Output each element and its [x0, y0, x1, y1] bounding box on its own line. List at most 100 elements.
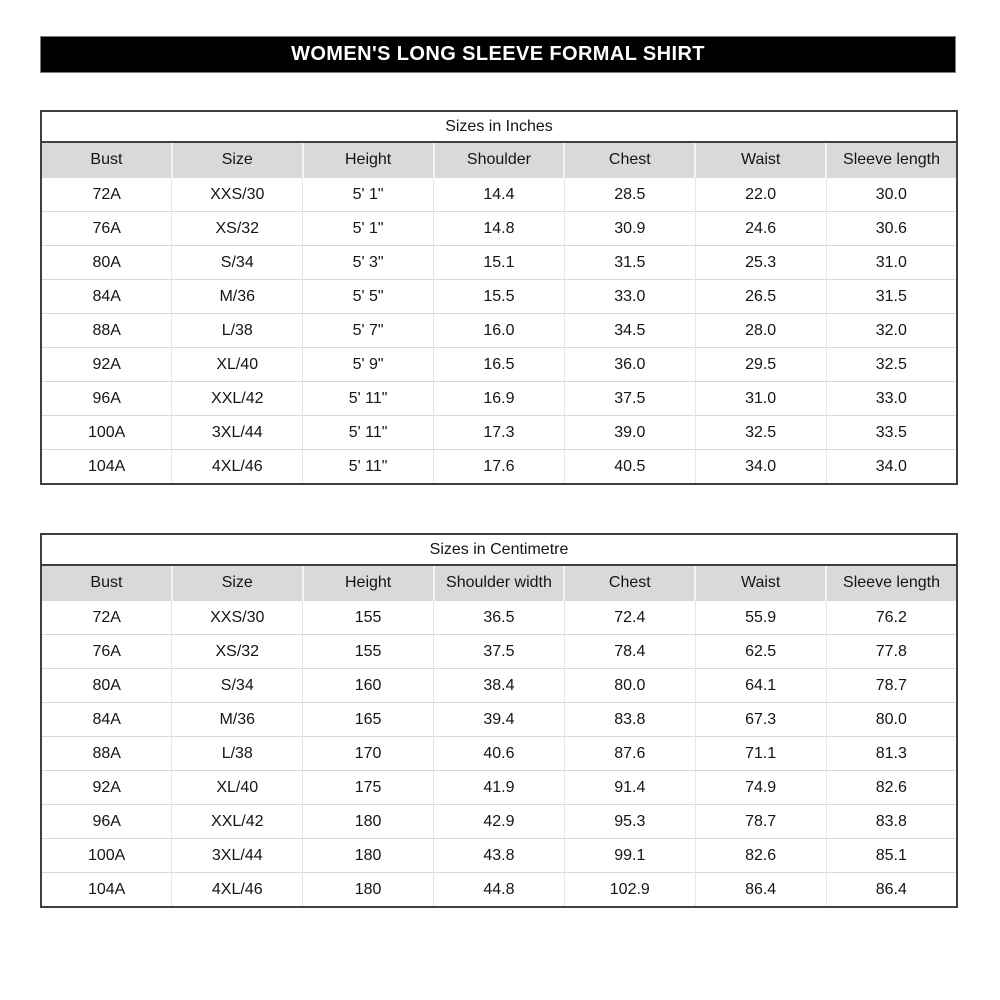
table-row: 100A 3XL/44 5' 11" 17.3 39.0 32.5 33.5	[41, 415, 957, 450]
column-header-bust: Bust	[41, 142, 172, 178]
table-cell: 80A	[41, 668, 172, 703]
table-row: 76A XS/32 155 37.5 78.4 62.5 77.8	[41, 634, 957, 669]
table-row: 76A XS/32 5' 1" 14.8 30.9 24.6 30.6	[41, 211, 957, 246]
table-cell: 5' 1"	[302, 177, 434, 212]
table-cell: 17.6	[433, 449, 565, 484]
table-cell: 80A	[41, 245, 172, 280]
table-cell: 180	[302, 872, 434, 907]
table-row: 84A M/36 165 39.4 83.8 67.3 80.0	[41, 702, 957, 737]
table-cell: 3XL/44	[171, 838, 303, 873]
table-cell: 82.6	[825, 770, 957, 805]
table-cell: 5' 11"	[302, 381, 434, 416]
table-cell: M/36	[171, 702, 303, 737]
table-row: 84A M/36 5' 5" 15.5 33.0 26.5 31.5	[41, 279, 957, 314]
column-header-height: Height	[301, 142, 434, 178]
table-cell: L/38	[171, 736, 303, 771]
column-header-sleeve-length: Sleeve length	[825, 565, 957, 601]
table-row: 96A XXL/42 180 42.9 95.3 78.7 83.8	[41, 804, 957, 839]
table-cell: 15.5	[433, 279, 565, 314]
table-cell: 40.6	[433, 736, 565, 771]
table-title: Sizes in Centimetre	[41, 534, 957, 566]
table-row: 88A L/38 170 40.6 87.6 71.1 81.3	[41, 736, 957, 771]
column-header-chest: Chest	[563, 142, 696, 178]
product-title-banner: WOMEN'S LONG SLEEVE FORMAL SHIRT	[40, 36, 956, 73]
size-table-inches: Sizes in Inches Bust Size Height Shoulder Che…	[40, 110, 958, 485]
table-cell: 5' 7"	[302, 313, 434, 348]
table-cell: 42.9	[433, 804, 565, 839]
table-cell: 78.7	[694, 804, 827, 839]
table-title-row: Sizes in Inches	[41, 111, 957, 143]
table-cell: 80.0	[825, 702, 957, 737]
table-cell: 4XL/46	[171, 449, 303, 484]
table-cell: 4XL/46	[171, 872, 303, 907]
table-cell: 155	[302, 600, 434, 635]
table-cell: 44.8	[433, 872, 565, 907]
table-cell: XXS/30	[171, 600, 303, 635]
table-cell: 14.4	[433, 177, 565, 212]
table-cell: 3XL/44	[171, 415, 303, 450]
table-cell: 25.3	[694, 245, 827, 280]
table-cell: 16.5	[433, 347, 565, 382]
table-cell: 36.5	[433, 600, 565, 635]
table-cell: 95.3	[563, 804, 696, 839]
table-cell: 5' 1"	[302, 211, 434, 246]
table-row: 92A XL/40 5' 9" 16.5 36.0 29.5 32.5	[41, 347, 957, 382]
table-cell: 74.9	[694, 770, 827, 805]
table-cell: 41.9	[433, 770, 565, 805]
table-cell: 155	[302, 634, 434, 669]
table-cell: XS/32	[171, 634, 303, 669]
table-cell: 32.5	[825, 347, 957, 382]
table-cell: 170	[302, 736, 434, 771]
table-cell: 38.4	[433, 668, 565, 703]
table-cell: 34.0	[694, 449, 827, 484]
table-cell: 39.0	[563, 415, 696, 450]
table-cell: 34.5	[563, 313, 696, 348]
table-row: 104A 4XL/46 180 44.8 102.9 86.4 86.4	[41, 872, 957, 907]
table-cell: 82.6	[694, 838, 827, 873]
table-row: 80A S/34 160 38.4 80.0 64.1 78.7	[41, 668, 957, 703]
table-cell: XXS/30	[171, 177, 303, 212]
table-cell: 31.5	[825, 279, 957, 314]
table-cell: 31.5	[563, 245, 696, 280]
table-cell: 88A	[41, 313, 172, 348]
table-row: 72A XXS/30 155 36.5 72.4 55.9 76.2	[41, 600, 957, 635]
table-cell: 62.5	[694, 634, 827, 669]
column-header-row: Bust Size Height Shoulder Chest Waist Sleeve l…	[41, 142, 957, 178]
table-cell: XL/40	[171, 770, 303, 805]
table-cell: XL/40	[171, 347, 303, 382]
column-header-size: Size	[170, 142, 303, 178]
table-title: Sizes in Inches	[41, 111, 957, 143]
table-cell: XS/32	[171, 211, 303, 246]
table-cell: 102.9	[563, 872, 696, 907]
table-cell: 165	[302, 702, 434, 737]
table-cell: 76.2	[825, 600, 957, 635]
table-cell: 80.0	[563, 668, 696, 703]
table-cell: 84A	[41, 279, 172, 314]
table-cell: 180	[302, 804, 434, 839]
table-cell: 28.0	[694, 313, 827, 348]
table-cell: 33.0	[563, 279, 696, 314]
table-row: 104A 4XL/46 5' 11" 17.6 40.5 34.0 34.0	[41, 449, 957, 484]
table-cell: 29.5	[694, 347, 827, 382]
table-cell: 104A	[41, 872, 172, 907]
table-cell: 91.4	[563, 770, 696, 805]
table-cell: 72A	[41, 177, 172, 212]
table-cell: 77.8	[825, 634, 957, 669]
table-cell: 55.9	[694, 600, 827, 635]
table-cell: 5' 5"	[302, 279, 434, 314]
table-cell: 71.1	[694, 736, 827, 771]
table-cell: 104A	[41, 449, 172, 484]
column-header-shoulder: Shoulder	[432, 142, 565, 178]
table-cell: 39.4	[433, 702, 565, 737]
table-cell: L/38	[171, 313, 303, 348]
table-cell: 86.4	[694, 872, 827, 907]
table-cell: 32.5	[694, 415, 827, 450]
table-cell: 67.3	[694, 702, 827, 737]
table-cell: 30.9	[563, 211, 696, 246]
table-cell: 78.7	[825, 668, 957, 703]
table-cell: 72A	[41, 600, 172, 635]
table-row: 72A XXS/30 5' 1" 14.4 28.5 22.0 30.0	[41, 177, 957, 212]
table-cell: 24.6	[694, 211, 827, 246]
table-row: 100A 3XL/44 180 43.8 99.1 82.6 85.1	[41, 838, 957, 873]
